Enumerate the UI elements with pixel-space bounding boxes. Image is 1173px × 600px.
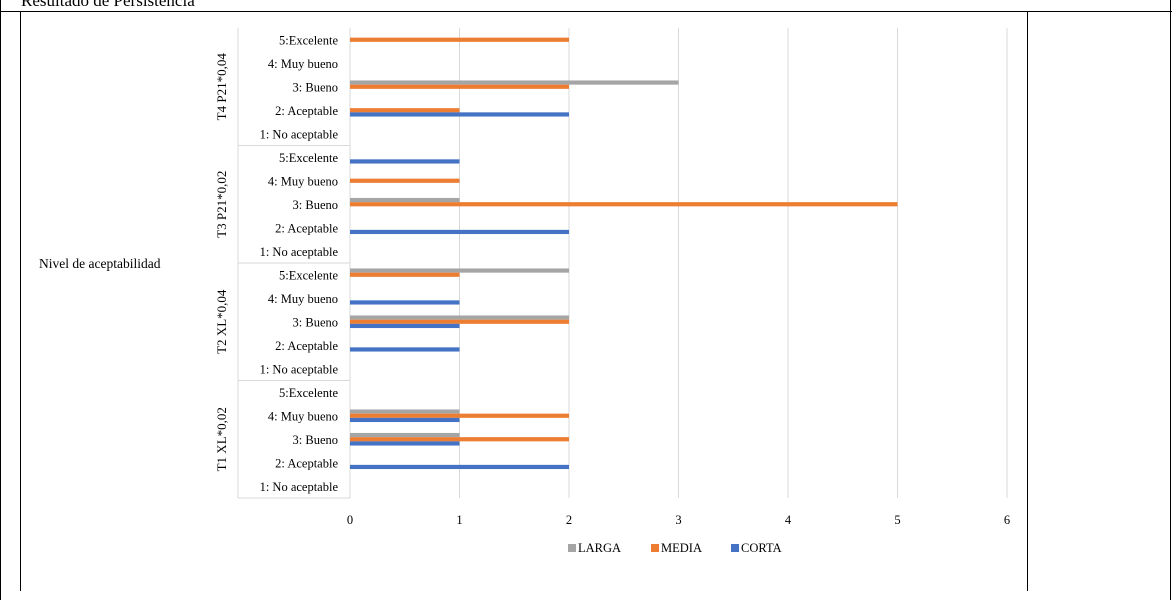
- category-label: 3: Bueno: [293, 198, 338, 212]
- bar-chart: T4 P21*0,04 5:Excelente 4: Muy bueno 3: Bue…: [39, 28, 1010, 555]
- bar-media: [350, 202, 898, 207]
- bar-media: [350, 437, 569, 442]
- category-label: 5:Excelente: [279, 268, 338, 282]
- category-label: 1: No aceptable: [260, 480, 339, 494]
- category-label: 1: No aceptable: [260, 362, 339, 376]
- category-label: 2: Aceptable: [275, 339, 338, 353]
- bar-corta: [350, 112, 569, 117]
- category-label: 2: Aceptable: [275, 104, 338, 118]
- x-tick-label: 2: [566, 513, 572, 527]
- bar-larga: [350, 315, 569, 320]
- legend-label: CORTA: [741, 541, 782, 555]
- group-label: T3 P21*0,02: [214, 171, 229, 238]
- bar-media: [350, 108, 460, 113]
- category-label: 5:Excelente: [279, 386, 338, 400]
- x-tick-label: 4: [785, 513, 792, 527]
- bar-corta: [350, 441, 460, 446]
- category-label: 4: Muy bueno: [268, 174, 338, 188]
- x-tick-label: 5: [894, 513, 900, 527]
- bar-larga: [350, 409, 460, 414]
- category-label: 3: Bueno: [293, 433, 338, 447]
- bar-corta: [350, 417, 460, 423]
- legend-swatch-media: [651, 544, 659, 552]
- x-tick-label: 1: [456, 513, 462, 527]
- bar-media: [350, 413, 569, 418]
- category-label: 4: Muy bueno: [268, 57, 338, 71]
- x-tick-label: 3: [675, 513, 681, 527]
- legend-label: MEDIA: [661, 541, 702, 555]
- category-label: 4: Muy bueno: [268, 292, 338, 306]
- category-label: 2: Aceptable: [275, 221, 338, 235]
- bar-corta: [350, 229, 569, 235]
- page-title: Resultado de Persistencia: [21, 0, 195, 10]
- header-divider: [1, 11, 1172, 12]
- bar-media: [350, 178, 460, 183]
- bar-corta: [350, 323, 460, 329]
- category-label: 3: Bueno: [293, 80, 338, 94]
- legend-label: LARGA: [578, 541, 621, 555]
- group-label: T1 XL*0,02: [214, 407, 229, 471]
- bar-corta: [350, 159, 460, 164]
- x-tick-label: 0: [347, 513, 353, 527]
- bar-media: [350, 37, 569, 42]
- bar-corta: [350, 300, 460, 305]
- category-label: 4: Muy bueno: [268, 409, 338, 423]
- bar-media: [350, 319, 569, 324]
- bar-larga: [350, 80, 679, 85]
- bar-corta: [350, 347, 460, 352]
- category-label: 2: Aceptable: [275, 456, 338, 470]
- category-label: 5:Excelente: [279, 33, 338, 47]
- group-label: T4 P21*0,04: [214, 53, 229, 121]
- legend-swatch-larga: [568, 544, 576, 552]
- bar-larga: [350, 268, 569, 273]
- category-label: 5:Excelente: [279, 151, 338, 165]
- outer-axis-label: Nivel de aceptabilidad: [39, 256, 161, 271]
- bar-larga: [350, 432, 460, 438]
- bar-corta: [350, 464, 569, 470]
- category-label: 1: No aceptable: [260, 127, 339, 141]
- legend-swatch-corta: [731, 544, 739, 552]
- bar-larga: [350, 197, 460, 203]
- category-label: 1: No aceptable: [260, 245, 339, 259]
- bar-media: [350, 272, 460, 277]
- bar-media: [350, 84, 569, 89]
- category-label: 3: Bueno: [293, 315, 338, 329]
- x-tick-label: 6: [1004, 513, 1010, 527]
- chart-frame: T4 P21*0,04 5:Excelente 4: Muy bueno 3: Bue…: [20, 11, 1028, 591]
- group-label: T2 XL*0,04: [214, 289, 229, 354]
